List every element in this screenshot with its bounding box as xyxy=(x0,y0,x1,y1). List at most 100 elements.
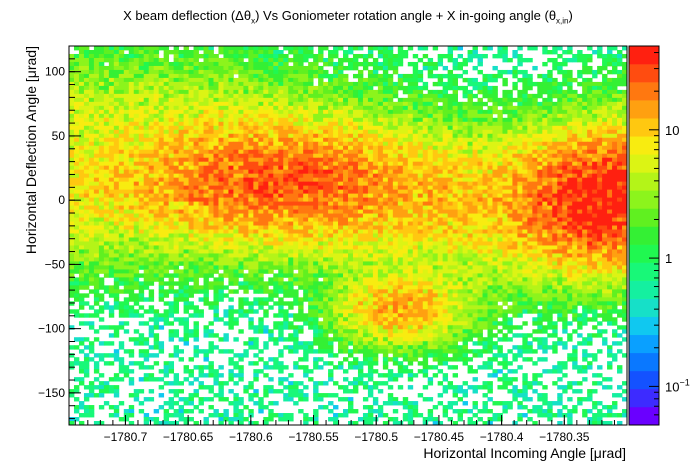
heatmap-cell xyxy=(158,185,165,191)
heatmap-cell xyxy=(273,221,279,226)
heatmap-cell xyxy=(372,185,379,191)
heatmap-cell xyxy=(422,113,429,119)
heatmap-cell xyxy=(108,233,115,238)
heatmap-cell xyxy=(313,97,319,103)
heatmap-cell xyxy=(143,217,150,222)
heatmap-cell xyxy=(507,213,513,218)
heatmap-cell xyxy=(333,181,339,187)
heatmap-cell xyxy=(323,57,329,63)
heatmap-cell xyxy=(397,225,404,230)
heatmap-cell xyxy=(228,93,234,99)
heatmap-cell xyxy=(377,157,384,163)
heatmap-cell xyxy=(487,117,493,123)
heatmap-cell xyxy=(243,233,249,238)
heatmap-cell xyxy=(248,85,254,91)
heatmap-cell xyxy=(577,57,583,63)
heatmap-cell xyxy=(188,165,194,171)
heatmap-cell xyxy=(278,137,284,143)
heatmap-cell xyxy=(283,133,289,139)
heatmap-cell xyxy=(108,81,115,87)
heatmap-cell xyxy=(617,165,623,171)
heatmap-cell xyxy=(153,113,160,119)
heatmap-cell xyxy=(467,89,473,95)
heatmap-cell xyxy=(278,69,284,75)
heatmap-cell xyxy=(362,85,369,91)
heatmap-cell xyxy=(308,109,314,115)
heatmap-cell xyxy=(228,201,234,206)
heatmap-cell xyxy=(362,153,369,159)
heatmap-cell xyxy=(402,189,409,195)
heatmap-cell xyxy=(617,157,623,163)
heatmap-cell xyxy=(203,145,209,151)
heatmap-cell xyxy=(98,209,105,214)
heatmap-cell xyxy=(288,181,294,187)
heatmap-cell xyxy=(382,65,389,71)
heatmap-cell xyxy=(417,125,424,131)
heatmap-cell xyxy=(88,221,95,226)
heatmap-cell xyxy=(228,46,234,51)
heatmap-cell xyxy=(422,149,429,155)
heatmap-cell xyxy=(387,65,394,71)
heatmap-cell xyxy=(352,193,359,198)
heatmap-cell xyxy=(283,173,289,179)
heatmap-cell xyxy=(427,213,434,218)
heatmap-cell xyxy=(447,213,454,218)
heatmap-cell xyxy=(522,229,528,234)
heatmap-cell xyxy=(432,161,439,167)
heatmap-cell xyxy=(213,205,219,210)
heatmap-cell xyxy=(522,125,528,131)
heatmap-cell xyxy=(422,201,429,206)
heatmap-cell xyxy=(452,61,458,67)
heatmap-cell xyxy=(93,189,100,195)
heatmap-cell xyxy=(343,157,349,163)
heatmap-cell xyxy=(303,137,309,143)
heatmap-cell xyxy=(88,101,95,107)
heatmap-cell xyxy=(587,89,593,95)
heatmap-cell xyxy=(372,229,379,234)
heatmap-cell xyxy=(88,129,95,135)
heatmap-cell xyxy=(607,229,613,234)
heatmap-cell xyxy=(392,65,399,71)
heatmap-cell xyxy=(372,201,379,206)
heatmap-cell xyxy=(367,133,374,139)
heatmap-cell xyxy=(69,89,75,95)
heatmap-cell xyxy=(73,101,80,107)
heatmap-cell xyxy=(148,157,155,163)
heatmap-cell xyxy=(138,105,145,111)
heatmap-cell xyxy=(313,201,319,206)
heatmap-cell xyxy=(343,137,349,143)
heatmap-cell xyxy=(462,133,468,139)
heatmap-cell xyxy=(328,109,334,115)
heatmap-cell xyxy=(288,169,294,175)
heatmap-cell xyxy=(163,225,170,230)
heatmap-cell xyxy=(487,181,493,187)
heatmap-cell xyxy=(238,121,244,127)
heatmap-cell xyxy=(367,185,374,191)
heatmap-cell xyxy=(597,213,603,218)
heatmap-cell xyxy=(73,161,80,167)
heatmap-cell xyxy=(377,229,384,234)
heatmap-cell xyxy=(427,97,434,103)
heatmap-cell xyxy=(193,117,199,123)
heatmap-cell xyxy=(362,57,369,63)
heatmap-cell xyxy=(412,73,419,79)
heatmap-cell xyxy=(248,109,254,115)
heatmap-cell xyxy=(213,73,219,79)
heatmap-cell xyxy=(323,197,329,202)
heatmap-cell xyxy=(542,109,548,115)
heatmap-cell xyxy=(397,213,404,218)
heatmap-cell xyxy=(402,169,409,175)
heatmap-cell xyxy=(328,117,334,123)
heatmap-cell xyxy=(492,137,498,143)
heatmap-cell xyxy=(557,117,563,123)
heatmap-cell xyxy=(397,61,404,67)
heatmap-cell xyxy=(338,81,344,87)
heatmap-cell xyxy=(108,201,115,206)
heatmap-cell xyxy=(617,205,623,210)
heatmap-cell xyxy=(93,53,100,59)
heatmap-cell xyxy=(492,185,498,191)
heatmap-cell xyxy=(258,46,264,51)
heatmap-cell xyxy=(168,101,175,107)
heatmap-cell xyxy=(357,73,364,79)
heatmap-cell xyxy=(158,117,165,123)
